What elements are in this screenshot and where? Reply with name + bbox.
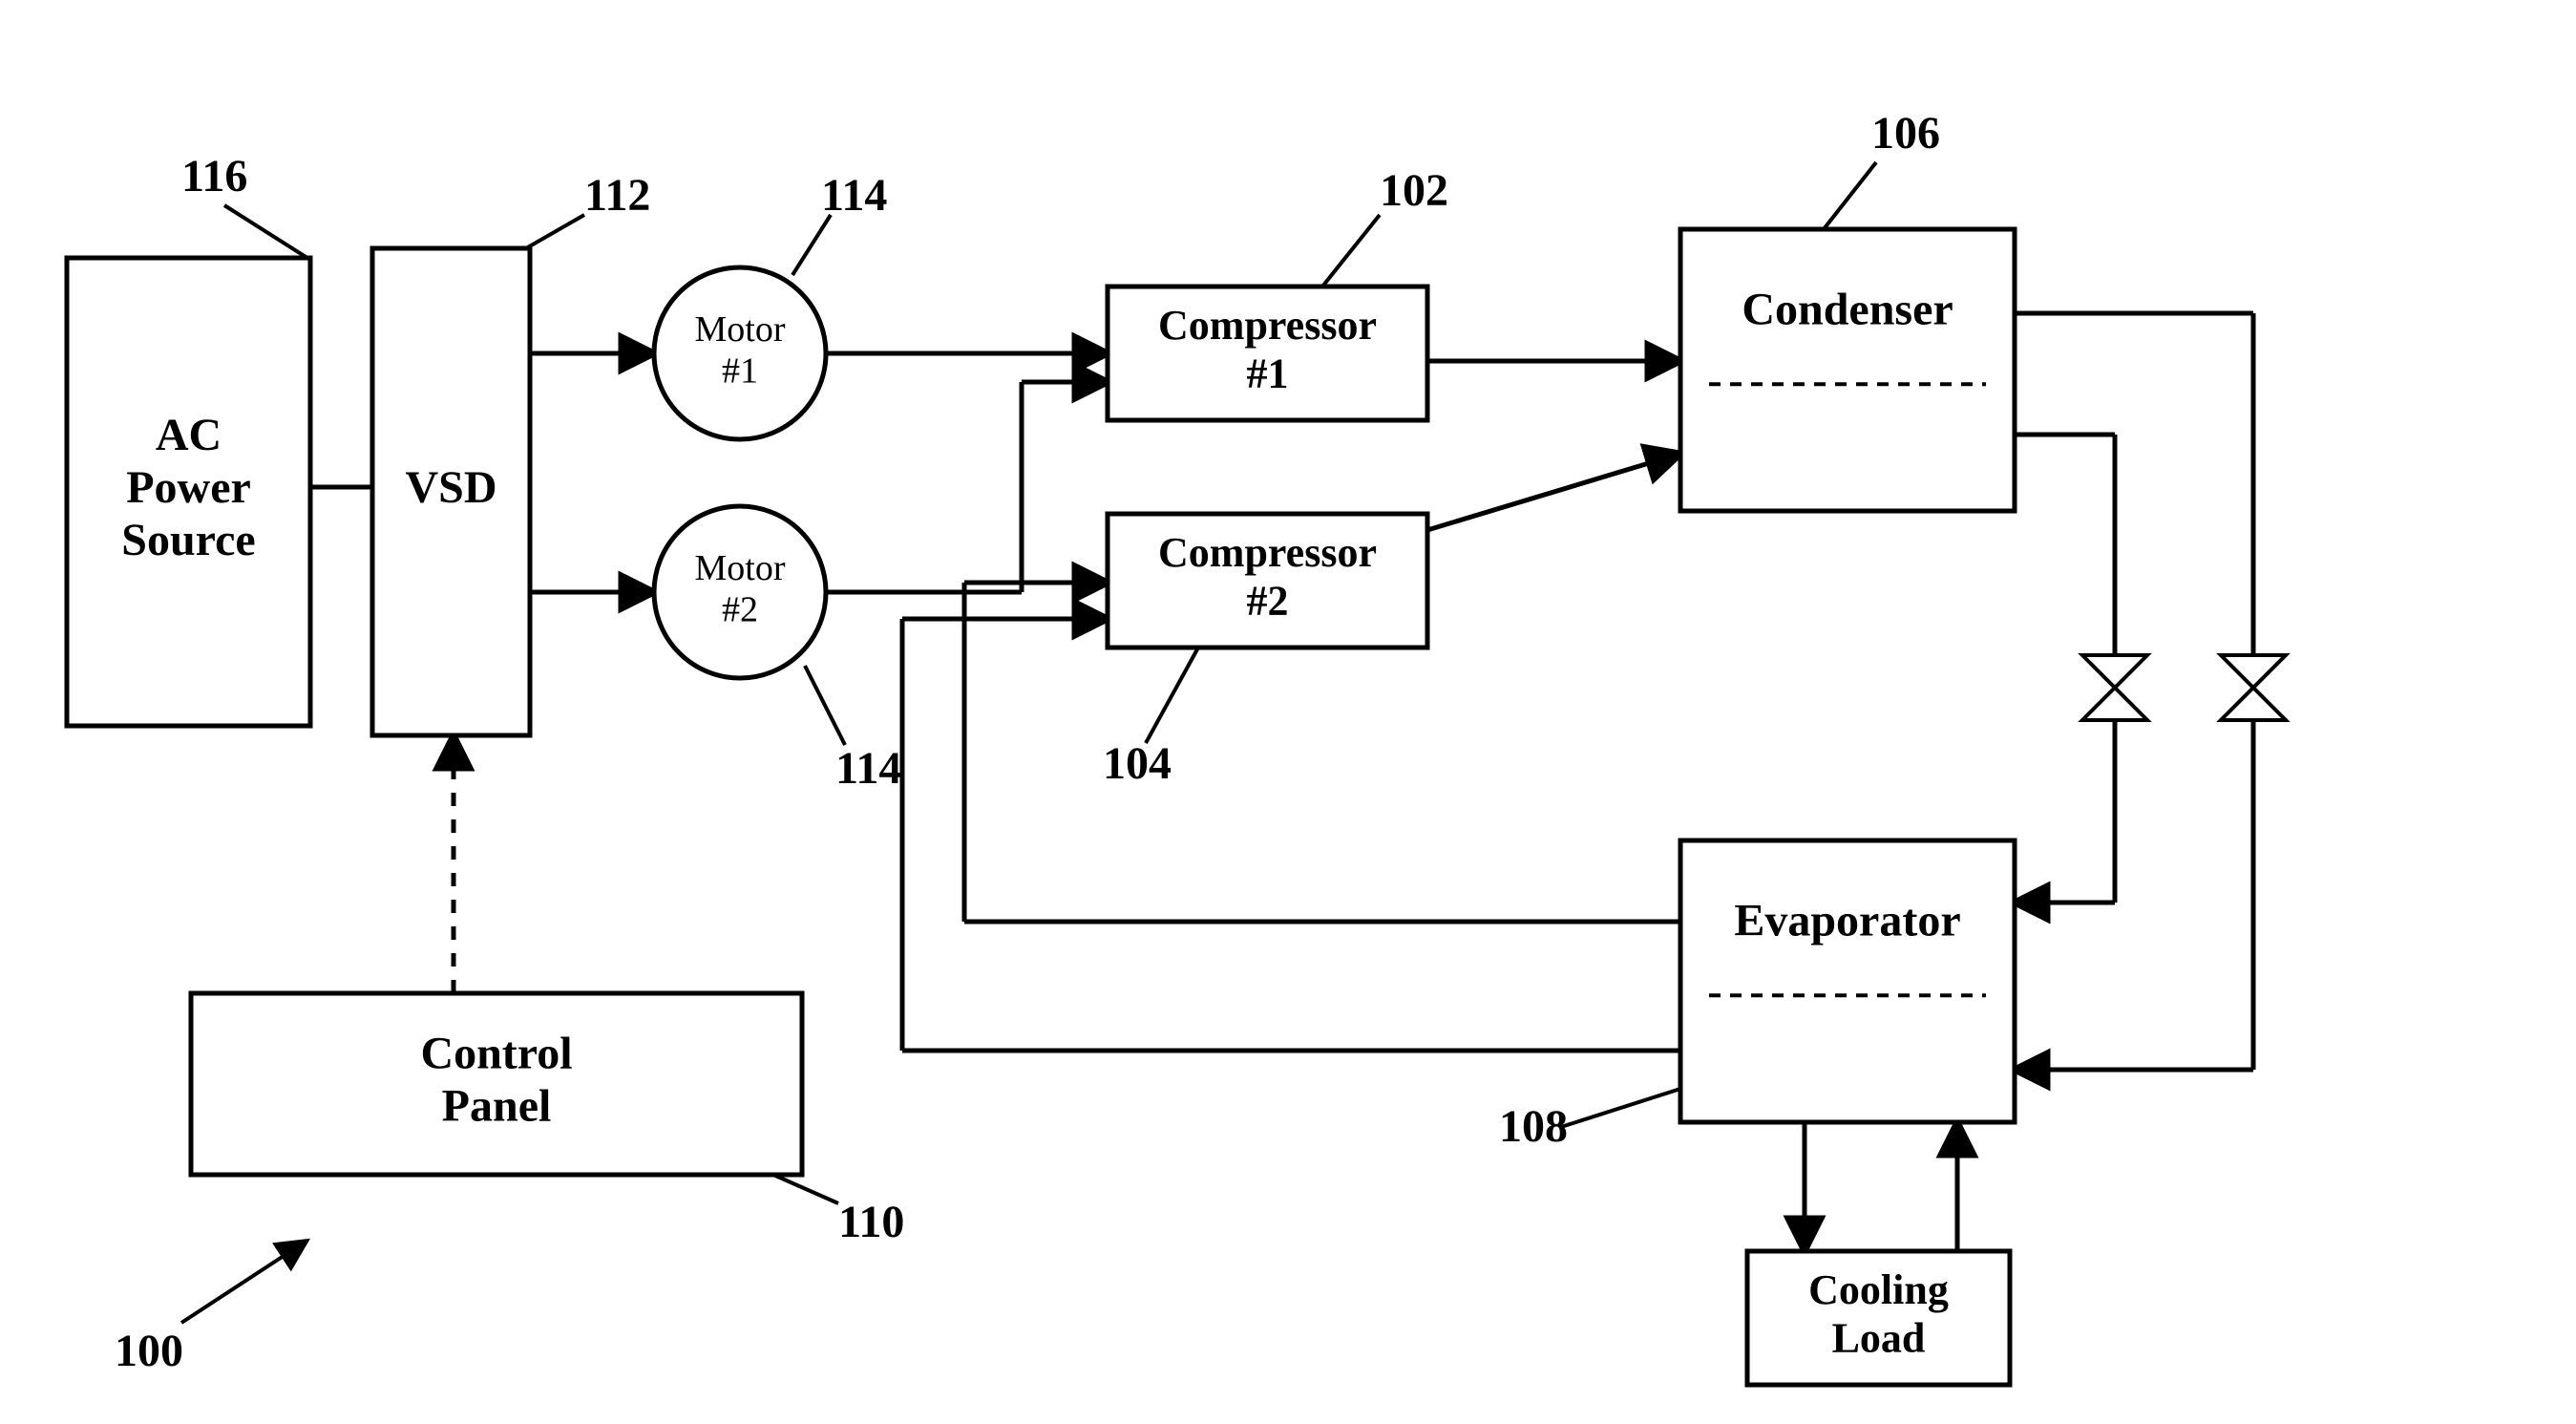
- valve-v2: [2221, 655, 2286, 720]
- ref-r102: 102: [1380, 165, 1448, 216]
- node-motor2-label: Motor: [695, 548, 786, 588]
- node-comp2: Compressor#2: [1108, 514, 1427, 648]
- node-motor1-label: #1: [722, 351, 758, 392]
- ref-r116: 116: [181, 151, 247, 202]
- ref-r106: 106: [1871, 108, 1940, 159]
- node-motor1-label: Motor: [695, 309, 786, 350]
- ref-r104: 104: [1103, 738, 1172, 789]
- node-control_panel-label: Panel: [442, 1081, 552, 1132]
- node-evaporator-label: Evaporator: [1734, 896, 1960, 946]
- valve-v1: [2082, 655, 2147, 720]
- ref-r112: 112: [584, 170, 650, 221]
- ref-r108: 108: [1499, 1101, 1568, 1152]
- node-condenser: Condenser: [1680, 229, 2015, 511]
- node-comp2-label: #2: [1247, 577, 1289, 624]
- node-comp1: Compressor#1: [1108, 287, 1427, 420]
- node-control_panel-label: Control: [420, 1028, 572, 1078]
- node-motor2: Motor#2: [654, 506, 826, 678]
- node-comp1-label: Compressor: [1158, 302, 1377, 349]
- node-ac_power: ACPowerSource: [67, 258, 310, 726]
- node-ac_power-label: AC: [156, 410, 222, 460]
- node-comp2-label: Compressor: [1158, 529, 1377, 576]
- node-comp1-label: #1: [1247, 350, 1289, 396]
- ref-r110: 110: [838, 1197, 904, 1247]
- node-ac_power-label: Source: [121, 515, 255, 565]
- node-motor1: Motor#1: [654, 267, 826, 439]
- ref-r100: 100: [115, 1326, 183, 1376]
- node-condenser-label: Condenser: [1742, 285, 1953, 335]
- node-vsd-label: VSD: [405, 462, 496, 513]
- node-cooling_load: CoolingLoad: [1747, 1251, 2010, 1385]
- ref-r114_bot: 114: [835, 743, 901, 794]
- node-ac_power-label: Power: [126, 462, 251, 513]
- node-control_panel: ControlPanel: [191, 993, 802, 1175]
- node-cooling_load-label: Load: [1832, 1314, 1926, 1361]
- node-motor2-label: #2: [722, 590, 758, 630]
- node-vsd: VSD: [372, 248, 530, 735]
- ref-r114_top: 114: [821, 170, 887, 221]
- refrigeration-block-diagram: ACPowerSourceVSDMotor#1Motor#2Compressor…: [0, 0, 2576, 1424]
- node-cooling_load-label: Cooling: [1808, 1266, 1949, 1313]
- node-evaporator: Evaporator: [1680, 840, 2015, 1122]
